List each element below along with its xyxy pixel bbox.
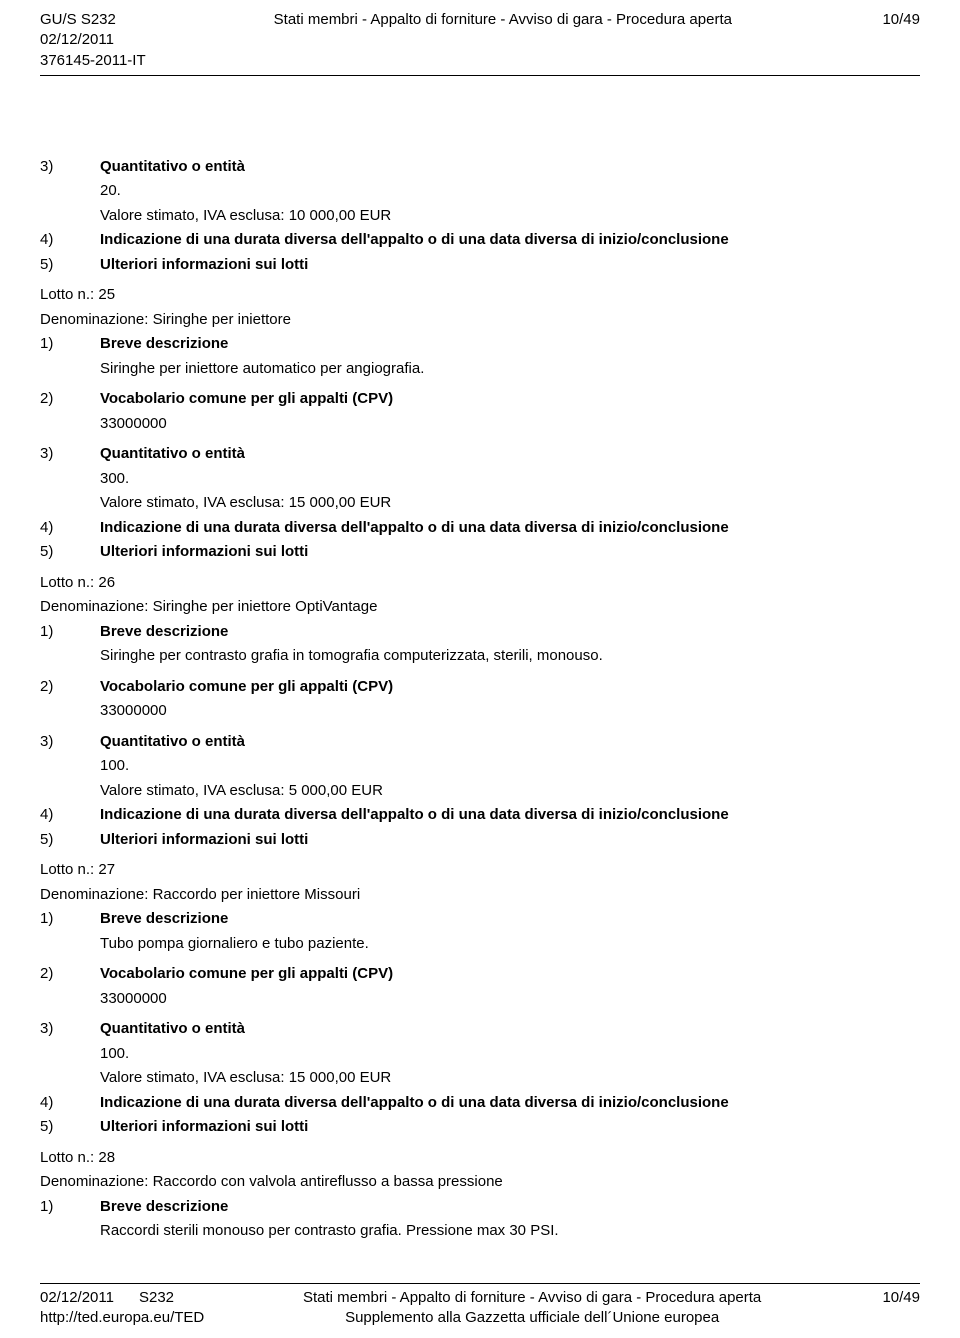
lot-denomination: Denominazione: Raccordo per iniettore Mi… xyxy=(40,884,920,907)
header-ref2: 376145-2011-IT xyxy=(40,51,146,71)
item-num: 5) xyxy=(40,1116,100,1139)
item-value: 100. xyxy=(100,755,920,778)
item-label: Ulteriori informazioni sui lotti xyxy=(100,541,920,564)
lot-denomination: Denominazione: Siringhe per iniettore Op… xyxy=(40,596,920,619)
item-value: 300. xyxy=(100,468,920,491)
lot-denomination: Denominazione: Siringhe per iniettore xyxy=(40,309,920,332)
item-label: Ulteriori informazioni sui lotti xyxy=(100,1116,920,1139)
item-num: 3) xyxy=(40,1018,100,1041)
item-value: Siringhe per iniettore automatico per an… xyxy=(100,358,920,381)
item-label: Breve descrizione xyxy=(100,333,920,356)
item-num: 5) xyxy=(40,254,100,277)
item-label: Indicazione di una durata diversa dell'a… xyxy=(100,1092,920,1115)
footer-page-num: 10/49 xyxy=(860,1288,920,1329)
item-value: 33000000 xyxy=(100,988,920,1011)
item-value: Valore stimato, IVA esclusa: 10 000,00 E… xyxy=(100,205,920,228)
lot-number: Lotto n.: 25 xyxy=(40,284,920,307)
footer-date: 02/12/2011 xyxy=(40,1289,114,1306)
item-num: 2) xyxy=(40,388,100,411)
item-num: 2) xyxy=(40,676,100,699)
item-label: Breve descrizione xyxy=(100,1196,920,1219)
item-label: Breve descrizione xyxy=(100,621,920,644)
item-num: 2) xyxy=(40,963,100,986)
header-ref1: GU/S S232 xyxy=(40,10,146,30)
lot-number: Lotto n.: 28 xyxy=(40,1147,920,1170)
item-num: 4) xyxy=(40,1092,100,1115)
item-label: Vocabolario comune per gli appalti (CPV) xyxy=(100,388,920,411)
item-label: Quantitativo o entità xyxy=(100,731,920,754)
item-value: Valore stimato, IVA esclusa: 5 000,00 EU… xyxy=(100,780,920,803)
item-value: 100. xyxy=(100,1043,920,1066)
item-num: 5) xyxy=(40,541,100,564)
item-label: Quantitativo o entità xyxy=(100,443,920,466)
footer-left: 02/12/2011 S232 http://ted.europa.eu/TED xyxy=(40,1288,204,1329)
item-value: Valore stimato, IVA esclusa: 15 000,00 E… xyxy=(100,1067,920,1090)
item-label: Vocabolario comune per gli appalti (CPV) xyxy=(100,676,920,699)
item-value: Siringhe per contrasto grafia in tomogra… xyxy=(100,645,920,668)
item-value: Raccordi sterili monouso per contrasto g… xyxy=(100,1220,920,1243)
item-num: 4) xyxy=(40,804,100,827)
footer-title: Stati membri - Appalto di forniture - Av… xyxy=(204,1288,860,1308)
lot-denomination: Denominazione: Raccordo con valvola anti… xyxy=(40,1171,920,1194)
lot-number: Lotto n.: 27 xyxy=(40,859,920,882)
item-num: 3) xyxy=(40,443,100,466)
item-label: Quantitativo o entità xyxy=(100,156,920,179)
item-value: 33000000 xyxy=(100,700,920,723)
item-label: Indicazione di una durata diversa dell'a… xyxy=(100,517,920,540)
item-num: 1) xyxy=(40,908,100,931)
item-num: 1) xyxy=(40,333,100,356)
document-body: 3)Quantitativo o entità 20. Valore stima… xyxy=(40,156,920,1243)
item-label: Indicazione di una durata diversa dell'a… xyxy=(100,804,920,827)
item-num: 5) xyxy=(40,829,100,852)
item-value: 20. xyxy=(100,180,920,203)
lot-number: Lotto n.: 26 xyxy=(40,572,920,595)
item-value: 33000000 xyxy=(100,413,920,436)
header-center: Stati membri - Appalto di forniture - Av… xyxy=(146,10,860,30)
header-date: 02/12/2011 xyxy=(40,30,146,50)
footer-date-ref: 02/12/2011 S232 xyxy=(40,1288,204,1308)
item-label: Breve descrizione xyxy=(100,908,920,931)
item-label: Ulteriori informazioni sui lotti xyxy=(100,254,920,277)
page-header: GU/S S232 02/12/2011 376145-2011-IT Stat… xyxy=(40,10,920,76)
item-num: 4) xyxy=(40,229,100,252)
page-footer: 02/12/2011 S232 http://ted.europa.eu/TED… xyxy=(40,1283,920,1329)
item-label: Ulteriori informazioni sui lotti xyxy=(100,829,920,852)
item-num: 1) xyxy=(40,621,100,644)
item-label: Vocabolario comune per gli appalti (CPV) xyxy=(100,963,920,986)
item-label: Quantitativo o entità xyxy=(100,1018,920,1041)
item-value: Tubo pompa giornaliero e tubo paziente. xyxy=(100,933,920,956)
item-num: 3) xyxy=(40,156,100,179)
footer-subtitle: Supplemento alla Gazzetta ufficiale dell… xyxy=(204,1308,860,1328)
footer-ref: S232 xyxy=(139,1289,174,1306)
item-num: 4) xyxy=(40,517,100,540)
item-value: Valore stimato, IVA esclusa: 15 000,00 E… xyxy=(100,492,920,515)
header-left: GU/S S232 02/12/2011 376145-2011-IT xyxy=(40,10,146,71)
footer-center: Stati membri - Appalto di forniture - Av… xyxy=(204,1288,860,1329)
item-num: 3) xyxy=(40,731,100,754)
header-page-num: 10/49 xyxy=(860,10,920,30)
footer-url: http://ted.europa.eu/TED xyxy=(40,1308,204,1328)
item-num: 1) xyxy=(40,1196,100,1219)
item-label: Indicazione di una durata diversa dell'a… xyxy=(100,229,920,252)
